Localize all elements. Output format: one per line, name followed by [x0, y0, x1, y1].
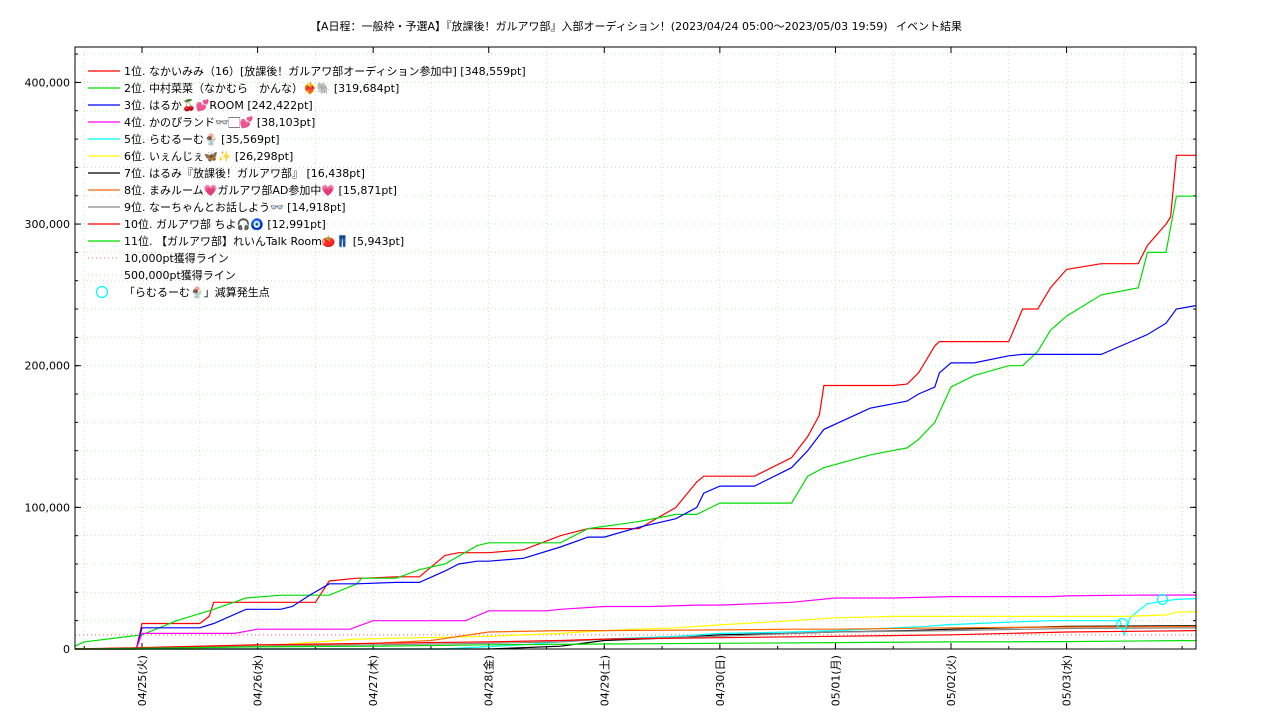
series-lines — [74, 154, 1197, 650]
legend-label: 1位. なかいみみ（16）[放課後！ガルアワ部オーディション参加中] [348,… — [124, 64, 526, 78]
legend-label: 10,000pt獲得ライン — [124, 252, 229, 265]
y-tick-label: 300,000 — [25, 218, 71, 231]
series-line — [74, 195, 1196, 647]
x-tick-label: 04/30(日) — [714, 655, 727, 706]
x-tick-label: 05/01(月) — [829, 655, 842, 706]
legend: 1位. なかいみみ（16）[放課後！ガルアワ部オーディション参加中] [348,… — [88, 64, 526, 299]
legend-label: 10位. ガルアワ部 ちよ🎧🧿 [12,991pt] — [124, 217, 326, 231]
marker-point — [1116, 617, 1128, 630]
legend-marker — [95, 285, 109, 299]
y-tick-label: 400,000 — [25, 76, 71, 89]
x-tick-label: 04/25(火) — [136, 655, 149, 706]
legend-label: 6位. いぇんじぇ🦋✨ [26,298pt] — [124, 149, 293, 163]
series-line — [75, 305, 1197, 650]
x-tick-label: 04/29(土) — [598, 655, 611, 706]
series-line — [74, 640, 1196, 650]
legend-label: 5位. らむるーむ🍨 [35,569pt] — [124, 132, 280, 146]
x-tick-label: 05/03(水) — [1061, 655, 1074, 706]
legend-label: 11位. 【ガルアワ部】れいんTalk Room🍅👖 [5,943pt] — [124, 234, 404, 248]
series-line — [74, 627, 1197, 650]
legend-label: 2位. 中村菜菜（なかむら かんな）❤️‍🔥🐘 [319,684pt] — [124, 81, 399, 95]
x-tick-label: 04/27(木) — [367, 655, 380, 706]
y-tick-label: 100,000 — [25, 501, 71, 514]
x-tick-label: 04/28(金) — [482, 655, 496, 706]
series-line — [74, 630, 1197, 650]
series-line — [75, 611, 1197, 650]
legend-label: 7位. はるみ『放課後！ガルアワ部』 [16,438pt] — [124, 166, 365, 180]
y-tick-label: 200,000 — [25, 360, 71, 373]
legend-label: 500,000pt獲得ライン — [124, 269, 236, 282]
x-tick-label: 05/02(火) — [945, 655, 958, 706]
legend-label: 3位. はるか🍒💕ROOM [242,422pt] — [124, 98, 313, 112]
series-line — [75, 594, 1197, 650]
marker-point — [1156, 593, 1169, 606]
chart-subtitle: イベント結果 — [896, 19, 962, 33]
plot-frame — [74, 46, 1197, 650]
x-tick-label: 04/26(水) — [252, 655, 265, 706]
legend-label: 「らむるーむ🍨」減算発生点 — [124, 285, 270, 299]
legend-label: 8位. まみルーム💗ガルアワ部AD参加中💗 [15,871pt] — [124, 183, 397, 197]
chart-title: 【A日程：一般枠・予選A】『放課後！ガルアワ部』入部オーディション！(2023/… — [310, 19, 888, 33]
axes: 0 100,000 200,000 300,000 400,000 04/25(火) 04/… — [25, 47, 1196, 706]
legend-label: 9位. なーちゃんとお話しよう👓 [14,918pt] — [124, 200, 346, 214]
legend-label: 4位. かのぴランド👓🏻💕 [38,103pt] — [124, 115, 315, 129]
grid — [75, 47, 1196, 650]
marker-points — [1116, 593, 1169, 630]
y-tick-label: 0 — [63, 643, 70, 656]
